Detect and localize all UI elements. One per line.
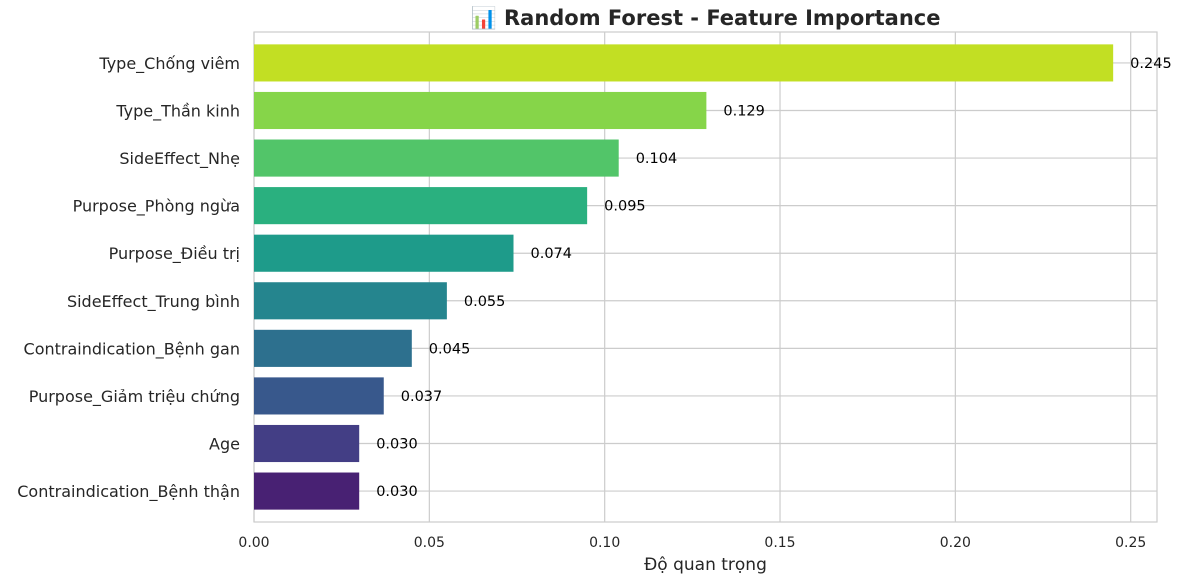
bar <box>254 424 360 463</box>
data-label: 0.045 <box>429 341 471 357</box>
labels: 0.00 0.05 0.10 0.15 0.20 0.25 Type_Chống viêm 0… <box>17 54 1171 551</box>
chart-title: 📊 Random Forest - Feature Importance <box>471 5 941 30</box>
bar <box>254 329 412 367</box>
data-label: 0.129 <box>723 103 765 119</box>
x-tick-label: 0.00 <box>238 535 269 551</box>
data-label: 0.104 <box>636 151 678 167</box>
bar <box>254 139 619 177</box>
x-tick-label: 0.05 <box>414 535 445 551</box>
y-tick-label: SideEffect_Nhẹ <box>119 149 240 169</box>
x-tick-label: 0.15 <box>764 535 795 551</box>
data-label: 0.245 <box>1130 56 1172 72</box>
y-tick-label: Type_Chống viêm <box>98 54 240 74</box>
bar <box>254 91 707 130</box>
x-axis-title: Độ quan trọng <box>644 555 767 575</box>
data-label: 0.037 <box>401 389 443 405</box>
x-tick-label: 0.25 <box>1115 535 1146 551</box>
bar <box>254 234 514 272</box>
y-tick-label: Purpose_Điều trị <box>109 244 240 264</box>
bars <box>254 44 1114 510</box>
y-tick-label: Contraindication_Bệnh gan <box>24 339 240 359</box>
data-label: 0.030 <box>376 437 418 453</box>
y-tick-label: Type_Thần kinh <box>115 101 240 121</box>
data-label: 0.055 <box>464 294 506 310</box>
data-label: 0.074 <box>531 246 573 262</box>
x-tick-label: 0.20 <box>940 535 971 551</box>
y-tick-label: Contraindication_Bệnh thận <box>17 482 240 502</box>
bar <box>254 44 1114 82</box>
x-tick-label: 0.10 <box>589 535 620 551</box>
y-tick-label: Purpose_Phòng ngừa <box>73 197 240 217</box>
bar <box>254 472 360 510</box>
data-label: 0.095 <box>604 199 646 215</box>
bar <box>254 187 588 225</box>
y-tick-label: Purpose_Giảm triệu chứng <box>29 387 240 407</box>
y-tick-label: Age <box>209 435 240 454</box>
bar <box>254 282 447 320</box>
data-label: 0.030 <box>376 484 418 500</box>
bar <box>254 377 384 415</box>
y-tick-label: SideEffect_Trung bình <box>67 292 240 312</box>
